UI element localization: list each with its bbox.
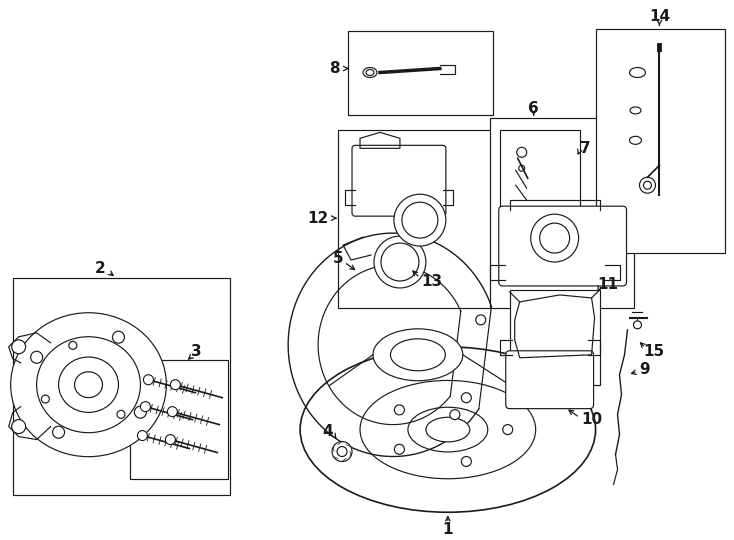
Ellipse shape — [374, 236, 426, 288]
Ellipse shape — [402, 202, 438, 238]
Ellipse shape — [390, 339, 446, 371]
Text: 4: 4 — [323, 424, 333, 439]
Circle shape — [332, 442, 352, 462]
Text: 11: 11 — [597, 278, 618, 293]
Circle shape — [644, 181, 652, 189]
Circle shape — [394, 405, 404, 415]
Text: 3: 3 — [191, 345, 202, 359]
Circle shape — [517, 147, 527, 157]
Text: 13: 13 — [421, 274, 443, 289]
Circle shape — [170, 380, 181, 390]
Ellipse shape — [360, 381, 536, 479]
Bar — [12, 278, 230, 495]
Bar — [595, 29, 725, 253]
Text: 14: 14 — [649, 9, 670, 24]
Circle shape — [462, 393, 471, 403]
Circle shape — [12, 340, 26, 354]
Ellipse shape — [408, 407, 488, 452]
Circle shape — [394, 444, 404, 454]
Bar — [338, 130, 493, 308]
Bar — [509, 290, 600, 384]
Ellipse shape — [363, 68, 377, 78]
Circle shape — [462, 456, 471, 467]
Circle shape — [633, 321, 642, 329]
Ellipse shape — [630, 136, 642, 144]
Ellipse shape — [630, 68, 645, 78]
Ellipse shape — [75, 372, 103, 397]
Ellipse shape — [300, 347, 595, 512]
Ellipse shape — [531, 214, 578, 262]
Text: 12: 12 — [307, 211, 328, 226]
Ellipse shape — [11, 313, 167, 457]
Circle shape — [143, 375, 153, 384]
Circle shape — [519, 165, 525, 171]
FancyBboxPatch shape — [498, 206, 627, 286]
Text: 15: 15 — [643, 345, 664, 359]
Ellipse shape — [373, 329, 463, 381]
Ellipse shape — [381, 243, 419, 281]
Circle shape — [53, 426, 65, 438]
Text: 7: 7 — [581, 141, 591, 156]
Circle shape — [31, 352, 43, 363]
Circle shape — [134, 406, 146, 418]
Text: 6: 6 — [528, 101, 539, 116]
Circle shape — [165, 435, 175, 444]
Circle shape — [117, 410, 125, 418]
Bar — [348, 31, 493, 116]
Circle shape — [112, 331, 125, 343]
Ellipse shape — [539, 223, 570, 253]
Circle shape — [503, 424, 513, 435]
Ellipse shape — [59, 357, 118, 413]
Text: 9: 9 — [639, 362, 650, 377]
Circle shape — [337, 447, 347, 456]
FancyBboxPatch shape — [352, 145, 446, 216]
Circle shape — [140, 402, 150, 411]
Bar — [500, 130, 580, 225]
Bar — [490, 118, 634, 308]
Ellipse shape — [630, 107, 641, 114]
FancyBboxPatch shape — [506, 351, 594, 409]
Circle shape — [639, 177, 655, 193]
Ellipse shape — [426, 417, 470, 442]
Text: 2: 2 — [95, 260, 106, 275]
Circle shape — [476, 315, 486, 325]
Circle shape — [41, 395, 49, 403]
Circle shape — [167, 407, 178, 417]
Text: 5: 5 — [333, 251, 344, 266]
Text: 1: 1 — [443, 522, 453, 537]
Circle shape — [12, 420, 26, 434]
Ellipse shape — [37, 337, 140, 433]
Circle shape — [450, 410, 459, 420]
Text: 8: 8 — [330, 61, 340, 76]
Text: 10: 10 — [581, 412, 602, 427]
Circle shape — [69, 341, 77, 349]
Ellipse shape — [366, 70, 374, 76]
Ellipse shape — [394, 194, 446, 246]
Bar — [131, 360, 228, 480]
Circle shape — [137, 430, 148, 441]
